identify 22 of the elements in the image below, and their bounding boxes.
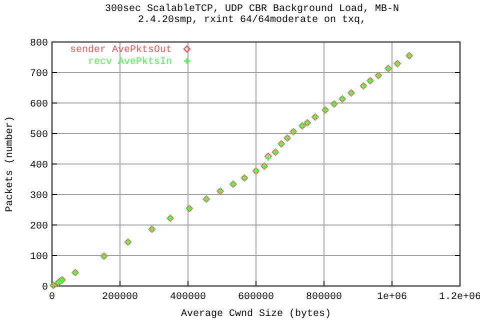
legend-label: sender AvePktsOut: [70, 44, 172, 56]
x-tick-label: 1.2e+06: [438, 292, 480, 303]
x-axis-title: Average Cwnd Size (bytes): [180, 308, 332, 320]
x-tick-label: 200000: [102, 292, 138, 303]
y-tick-label: 300: [30, 191, 48, 202]
chart-subtitle: 2.4.20smp, rxint 64/64moderate on txq,: [138, 14, 366, 26]
y-tick-label: 800: [30, 38, 48, 50]
y-tick-label: 100: [30, 252, 48, 263]
y-tick-label: 0: [42, 282, 48, 294]
x-tick-label: 0: [48, 292, 56, 303]
x-tick-label: 1e+06: [376, 292, 408, 303]
y-tick-label: 400: [30, 160, 48, 172]
y-tick-label: 500: [30, 130, 48, 141]
y-tick-label: 600: [30, 100, 48, 110]
x-tick-label: 400000: [170, 292, 206, 303]
legend-label: recv AvePktsIn: [88, 56, 172, 68]
x-tick-label: 800000: [306, 292, 342, 303]
y-axis-title: Packets (number): [4, 116, 16, 212]
y-tick-label: 700: [30, 69, 48, 80]
chart-title: 300sec ScalableTCP, UDP CBR Background Load, MB-N: [104, 3, 400, 15]
y-tick-label: 200: [30, 222, 48, 232]
x-tick-label: 600000: [238, 292, 274, 303]
